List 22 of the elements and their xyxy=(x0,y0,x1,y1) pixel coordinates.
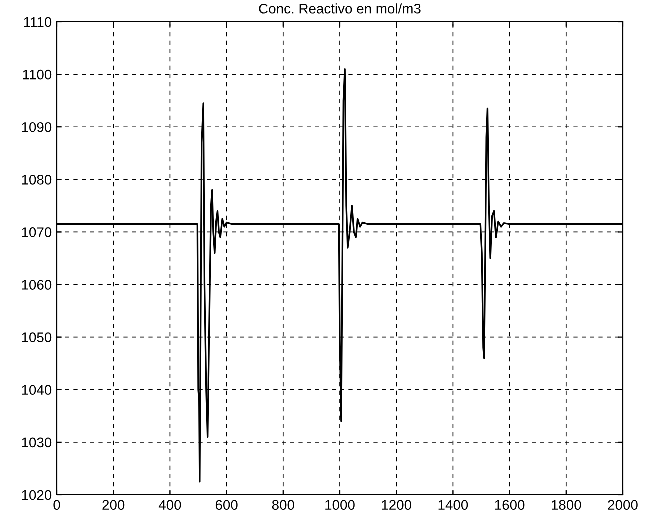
x-tick-label: 600 xyxy=(216,500,238,510)
y-tick-label: 1070 xyxy=(22,228,52,238)
x-tick-label: 1600 xyxy=(495,500,525,510)
chart-title: Conc. Reactivo en mol/m3 xyxy=(259,4,421,14)
y-tick-label: 1100 xyxy=(23,70,52,80)
y-tick-label: 1030 xyxy=(22,438,52,448)
x-tick-label: 1200 xyxy=(382,500,412,510)
x-tick-label: 200 xyxy=(102,500,125,510)
y-tick-label: 1020 xyxy=(22,490,52,500)
y-tick-label: 1050 xyxy=(22,332,52,343)
x-tick-label: 400 xyxy=(158,500,182,510)
x-tick-label: 2000 xyxy=(608,500,638,510)
x-tick-label: 800 xyxy=(272,500,294,510)
x-tick-label: 1800 xyxy=(552,500,582,510)
y-tick-label: 1040 xyxy=(22,385,52,396)
y-tick-label: 1110 xyxy=(24,17,52,28)
x-tick-label: 0 xyxy=(54,500,60,510)
x-tick-label: 1000 xyxy=(326,500,355,510)
x-tick-label: 1400 xyxy=(438,500,468,510)
y-tick-label: 1080 xyxy=(22,175,52,185)
y-tick-label: 1060 xyxy=(22,280,52,290)
y-tick-label: 1090 xyxy=(22,122,52,132)
